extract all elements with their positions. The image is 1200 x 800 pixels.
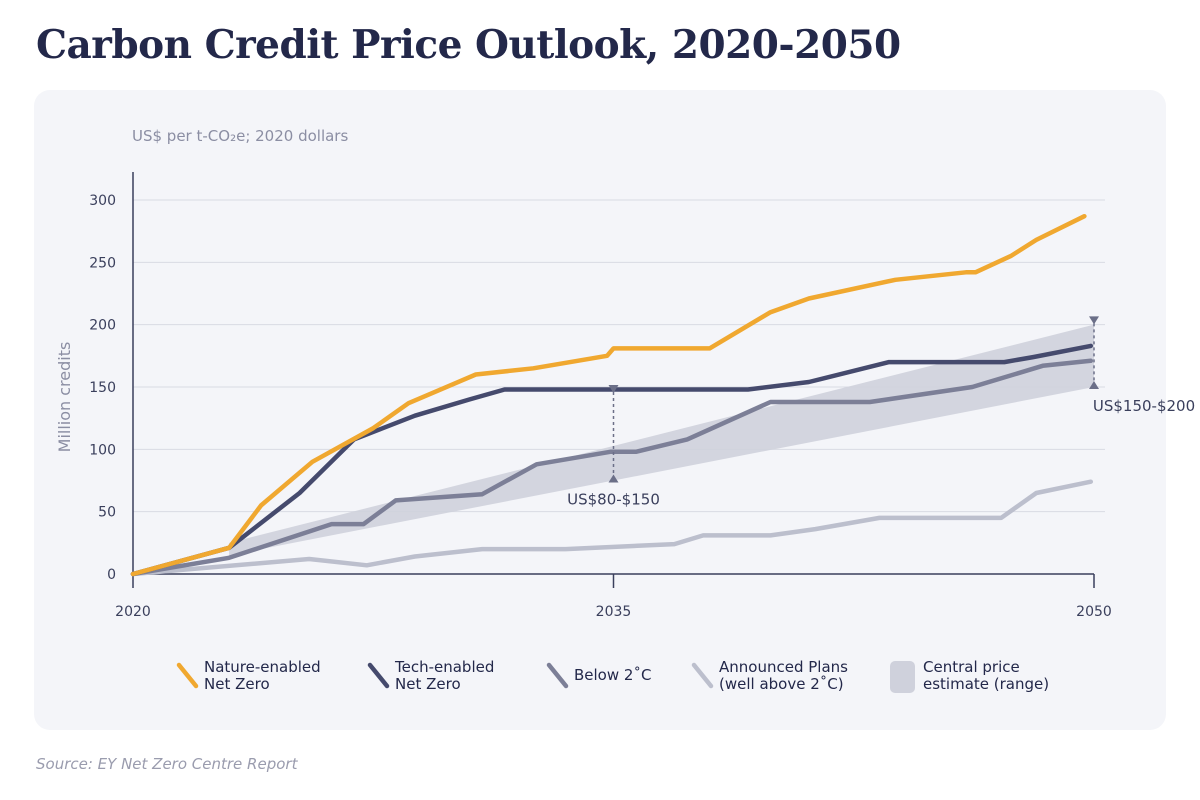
- legend-swatch-band: [890, 661, 915, 693]
- source-note: Source: EY Net Zero Centre Report: [36, 755, 298, 773]
- legend-label: Net Zero: [395, 675, 461, 693]
- legend-label: Announced Plans: [719, 658, 848, 676]
- legend-label: Nature-enabled: [204, 658, 321, 676]
- y-tick-label: 300: [89, 193, 116, 209]
- y-tick-label: 200: [89, 318, 116, 334]
- series-line-nature: [130, 213, 1087, 577]
- series-line-announced: [130, 479, 1094, 577]
- y-tick-label: 100: [89, 442, 116, 458]
- range-annotation-label: US$150-$200: [1093, 397, 1195, 415]
- central-price-band: [229, 324, 1095, 556]
- legend-label: Below 2˚C: [574, 666, 651, 684]
- y-tick-label: 0: [107, 567, 116, 583]
- range-annotation-label: US$80-$150: [567, 491, 660, 509]
- range-marker-arrow-top: [608, 385, 619, 393]
- legend-swatch-tech: [367, 662, 390, 689]
- legend-swatch-nature: [176, 662, 199, 689]
- legend-label: Tech-enabled: [394, 658, 494, 676]
- x-tick-label: 2020: [115, 604, 151, 620]
- y-tick-label: 250: [89, 255, 116, 271]
- chart-card: [34, 90, 1166, 730]
- legend-swatch-announced: [691, 662, 714, 689]
- legend-label: (well above 2˚C): [719, 675, 844, 693]
- range-marker-arrow-bottom: [608, 474, 619, 483]
- chart-subtitle: US$ per t-CO₂e; 2020 dollars: [132, 127, 349, 145]
- legend-label: Central price: [923, 658, 1020, 676]
- page-title: Carbon Credit Price Outlook, 2020-2050: [36, 22, 901, 68]
- y-tick-label: 150: [89, 380, 116, 396]
- range-marker-arrow-bottom: [1089, 381, 1099, 389]
- x-tick-label: 2050: [1076, 604, 1112, 620]
- series-line-tech: [130, 343, 1094, 577]
- legend-label: Net Zero: [204, 675, 270, 693]
- legend-label: estimate (range): [923, 675, 1049, 693]
- range-marker-arrow-top: [1089, 316, 1099, 325]
- x-tick-label: 2035: [596, 604, 632, 620]
- legend-swatch-below2: [546, 662, 569, 689]
- y-tick-label: 50: [98, 505, 116, 521]
- series-line-below2: [130, 358, 1094, 577]
- y-axis-title: Million credits: [55, 342, 74, 453]
